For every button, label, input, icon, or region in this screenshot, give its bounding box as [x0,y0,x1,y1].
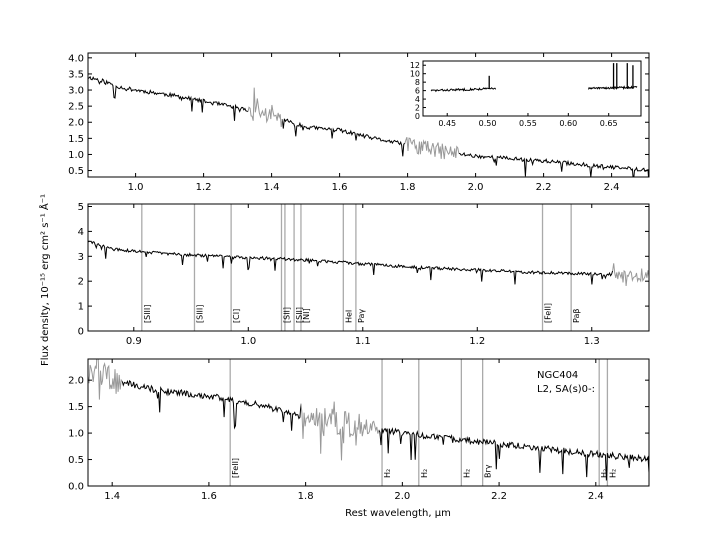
x-tick-label: 1.8 [298,491,314,502]
x-tick-label: 2.2 [536,182,552,193]
inset-x-tick-label: 0.45 [438,119,456,128]
emission-line-label: [SIII] [195,305,204,323]
inset-y-tick-label: 10 [410,70,420,79]
spectrum-line-telluric [300,401,380,461]
spectrum-line-telluric [88,359,123,400]
galaxy-annotation: NGC404 L2, SA(s)0-: [537,370,595,395]
spectrum-line [378,427,649,481]
y-tick-label: 2.0 [68,118,84,129]
y-tick-label: 0.5 [68,166,84,177]
spectrum-line [88,240,614,285]
inset-spectrum-line [430,87,497,93]
emission-line-label: H₂ [608,469,617,478]
emission-line-label: Paβ [572,309,581,323]
panel-middle: [SIII] [SIII] [CI] [SII] [SII][NI] HeI Paγ [FeI… [78,202,650,347]
y-tick-label: 1.0 [68,150,84,161]
spectrum-line [458,152,649,177]
emission-line-label: H₂ [383,469,392,478]
x-tick-label: 1.0 [240,336,256,347]
y-tick-label: 5 [78,202,84,213]
spectrum-line-telluric [247,87,283,127]
emission-line-label: H₂ [420,469,429,478]
y-tick-label: 1.0 [68,429,84,440]
y-tick-label: 3.5 [68,69,84,80]
emission-line-label: [SII] [282,307,291,323]
emission-line-label: HeI [344,310,353,323]
emission-line-label: Paγ [357,309,366,323]
emission-line-label: [CI] [232,309,241,323]
spectrum-line-telluric [612,263,649,287]
spectrum-line [281,118,406,157]
x-tick-label: 2.2 [491,491,507,502]
y-tick-label: 1.5 [68,134,84,145]
y-tick-label: 2.0 [68,376,84,387]
emission-line-label: [FeII] [231,458,240,478]
y-axis-label: Flux density, 10⁻¹⁵ erg cm² s⁻¹ Å⁻¹ [38,194,51,366]
emission-line-label: [SII] [295,307,304,323]
inset-x-tick-label: 0.55 [519,119,537,128]
emission-line-label: [FeII] [544,303,553,323]
x-tick-label: 1.6 [201,491,217,502]
y-tick-label: 0.5 [68,455,84,466]
x-tick-label: 2.4 [588,491,604,502]
inset-y-tick-label: 0 [415,112,420,121]
y-tick-label: 0.0 [68,482,84,493]
emission-line-label: [SIII] [143,305,152,323]
x-tick-label: 1.1 [355,336,371,347]
panel-bottom: [FeII] H₂ H₂ H₂ Brγ H₂ H₂1.4 1.6 1.8 2.0 2.2 2.40.0… [68,358,650,502]
inset-y-tick-label: 12 [410,61,420,70]
y-tick-label: 3.0 [68,86,84,97]
inset-x-tick-label: 0.60 [559,119,577,128]
x-axis-label: Rest wavelength, μm [345,508,451,519]
inset-y-tick-label: 4 [415,95,420,104]
inset-x-tick-label: 0.65 [600,119,618,128]
x-tick-label: 1.2 [196,182,212,193]
x-tick-label: 1.2 [469,336,485,347]
emission-line-label: H₂ [462,469,471,478]
inset-y-tick-label: 8 [415,78,420,87]
emission-lines-middle [141,204,572,331]
panel-frame [87,358,650,487]
inset-spectrum-line [588,85,638,91]
inset-y-tick-label: 2 [415,104,420,113]
x-tick-label: 2.0 [394,491,410,502]
galaxy-name: NGC404 [537,370,578,381]
y-tick-label: 1.5 [68,402,84,413]
inset-frame [422,60,642,117]
emission-line-label: Brγ [484,464,493,478]
x-tick-label: 1.4 [264,182,280,193]
y-tick-label: 0 [78,327,84,338]
y-tick-label: 2 [78,277,84,288]
emission-line-label: [NI] [302,308,311,323]
y-tick-label: 3 [78,252,84,263]
y-tick-label: 2.5 [68,102,84,113]
panel-frame [87,52,650,178]
panel-top: 1.0 1.2 1.4 1.6 1.8 2.0 2.2 2.4 0.5 1.0 1.5 2.0 2.5 3… [68,52,650,193]
x-tick-label: 1.8 [400,182,416,193]
panel-frame [87,203,650,332]
y-tick-label: 1 [78,302,84,313]
x-tick-label: 1.4 [104,491,120,502]
x-tick-label: 1.6 [332,182,348,193]
y-tick-label: 4 [78,227,84,238]
emission-line-label: H₂ [600,469,609,478]
inset-y-tick-label: 6 [415,87,420,96]
x-tick-label: 1.0 [128,182,144,193]
x-tick-label: 0.9 [126,336,142,347]
inset-x-tick-label: 0.50 [479,119,497,128]
x-tick-label: 2.0 [468,182,484,193]
spectrum-line [121,379,302,431]
galaxy-classification: L2, SA(s)0-: [537,384,595,395]
y-tick-label: 4.0 [68,53,84,64]
spectrum-line-telluric [404,137,460,160]
spectrum-line [88,75,249,121]
x-tick-label: 2.4 [604,182,620,193]
x-tick-label: 1.3 [584,336,600,347]
